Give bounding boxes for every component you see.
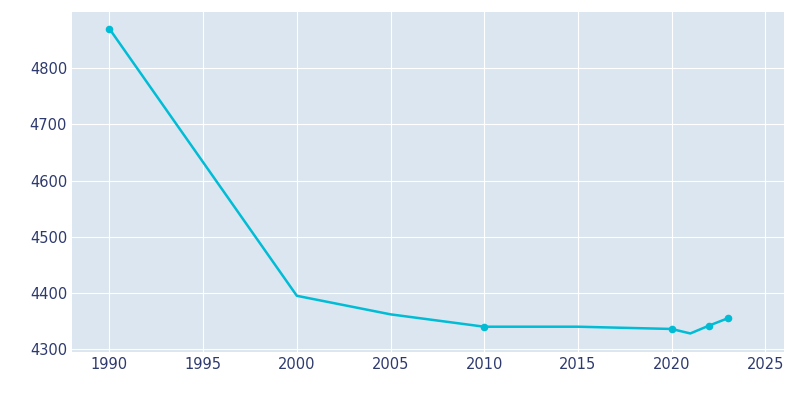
Point <box>103 26 116 32</box>
Point <box>478 324 490 330</box>
Point <box>665 326 678 332</box>
Point <box>722 315 734 322</box>
Point <box>702 322 715 329</box>
